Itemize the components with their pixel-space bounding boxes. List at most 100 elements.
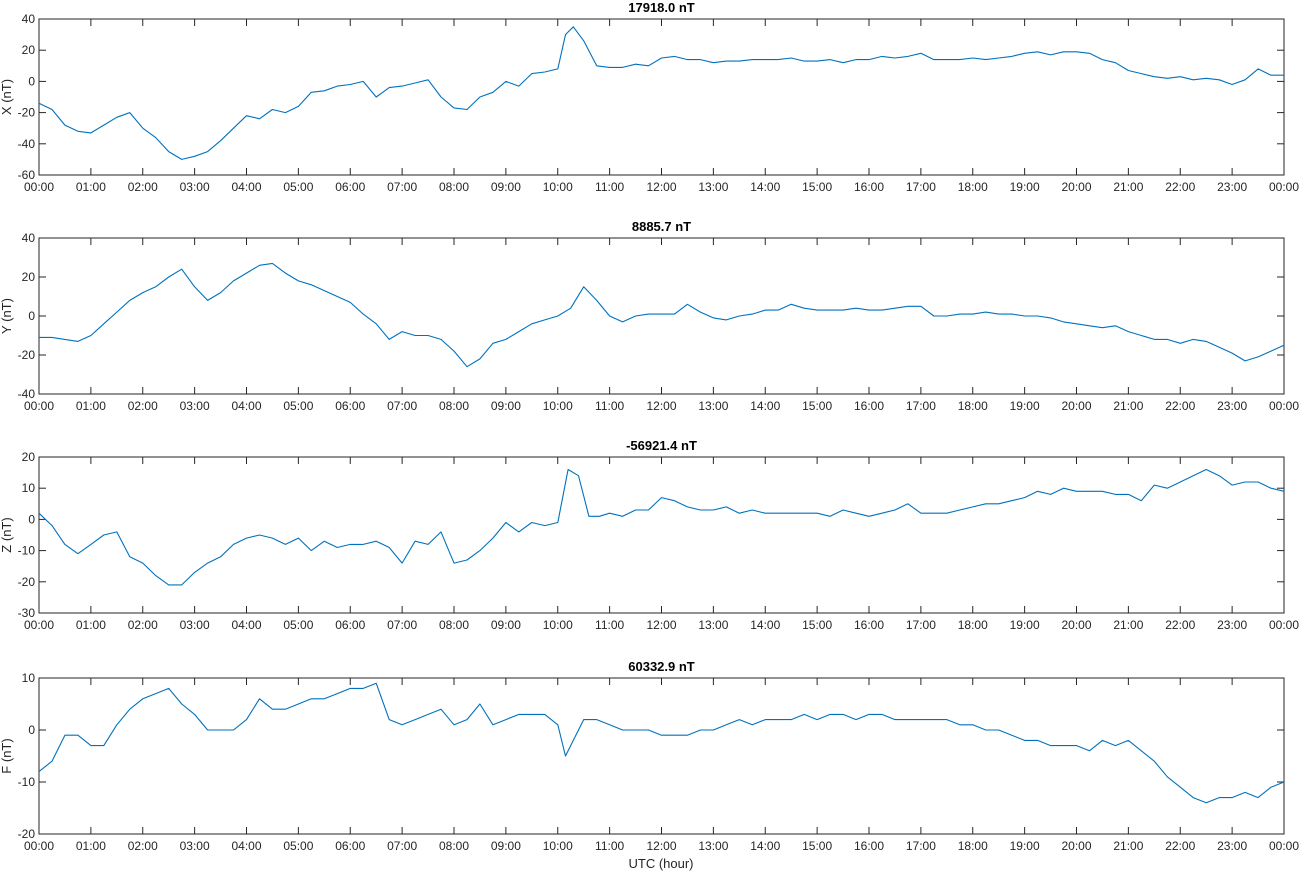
x-tick-label: 08:00 — [439, 618, 469, 632]
y-tick-label: -10 — [18, 775, 36, 789]
x-tick-label: 23:00 — [1217, 618, 1247, 632]
x-tick-label: 14:00 — [750, 618, 780, 632]
x-tick-label: 14:00 — [750, 839, 780, 853]
x-tick-label: 00:00 — [24, 399, 54, 413]
x-tick-label: 09:00 — [491, 399, 521, 413]
x-tick-label: 08:00 — [439, 399, 469, 413]
series-line-1 — [38, 26, 1284, 160]
y-tick-label: -60 — [18, 168, 36, 182]
x-tick-label: 10:00 — [543, 399, 573, 413]
x-tick-label: 00:00 — [1269, 618, 1299, 632]
x-tick-label: 11:00 — [595, 618, 624, 632]
x-tick-label: 06:00 — [335, 618, 365, 632]
x-tick-label: 05:00 — [283, 399, 313, 413]
x-tick-label: 15:00 — [802, 180, 832, 194]
x-tick-label: 12:00 — [646, 618, 676, 632]
y-tick-label: 20 — [22, 43, 36, 57]
x-tick-label: 22:00 — [1165, 180, 1195, 194]
x-tick-label: 02:00 — [128, 180, 158, 194]
x-tick-label: 22:00 — [1165, 839, 1195, 853]
x-tick-label: 12:00 — [646, 399, 676, 413]
y-tick-label: 10 — [22, 671, 36, 685]
x-tick-label: 18:00 — [958, 618, 988, 632]
x-tick-label: 04:00 — [231, 399, 261, 413]
y-axis-label: Z (nT) — [0, 517, 14, 552]
x-tick-label: 05:00 — [283, 618, 313, 632]
x-tick-label: 21:00 — [1113, 180, 1143, 194]
y-tick-label: 20 — [22, 270, 36, 284]
panel-4: 00:00 01:00 02:00 03:00 04:00 05:00 06:00 07:00… — [0, 659, 1299, 853]
x-tick-label: 20:00 — [1061, 399, 1091, 413]
x-tick-label: 16:00 — [854, 399, 884, 413]
x-tick-label: 20:00 — [1061, 839, 1091, 853]
x-tick-label: 10:00 — [543, 618, 573, 632]
x-tick-label: 07:00 — [387, 399, 417, 413]
x-tick-label: 15:00 — [802, 839, 832, 853]
y-axis-label: Y (nT) — [0, 298, 14, 334]
x-tick-label: 01:00 — [76, 839, 106, 853]
x-tick-label: 14:00 — [750, 180, 780, 194]
y-tick-label: 10 — [22, 481, 36, 495]
x-tick-label: 09:00 — [491, 618, 521, 632]
axes-box — [38, 18, 1285, 176]
y-tick-label: -40 — [18, 137, 36, 151]
x-tick-label: 23:00 — [1217, 839, 1247, 853]
y-tick-label: -20 — [18, 348, 36, 362]
x-tick-label: 17:00 — [906, 180, 936, 194]
series-line-1 — [38, 682, 1285, 804]
x-tick-label: 04:00 — [231, 839, 261, 853]
series-line-1 — [38, 468, 1285, 586]
panel-2: 00:00 01:00 02:00 03:00 04:00 05:00 06:00 07:00… — [0, 219, 1299, 413]
y-tick-label: -20 — [18, 827, 36, 841]
x-tick-label: 06:00 — [335, 839, 365, 853]
x-tick-label: 17:00 — [906, 399, 936, 413]
x-tick-label: 18:00 — [958, 399, 988, 413]
x-tick-label: 10:00 — [543, 180, 573, 194]
x-tick-label: 02:00 — [128, 839, 158, 853]
x-tick-label: 00:00 — [24, 618, 54, 632]
x-tick-label: 04:00 — [231, 618, 261, 632]
y-tick-label: 0 — [28, 512, 35, 526]
x-tick-label: 13:00 — [698, 180, 728, 194]
x-tick-label: 18:00 — [958, 839, 988, 853]
x-tick-label: 00:00 — [1269, 180, 1299, 194]
y-tick-label: 0 — [28, 309, 35, 323]
x-tick-label: 03:00 — [180, 618, 210, 632]
x-tick-label: 08:00 — [439, 180, 469, 194]
x-tick-label: 02:00 — [128, 399, 158, 413]
y-axis-label: F (nT) — [0, 738, 14, 773]
x-tick-label: 11:00 — [595, 839, 624, 853]
panel-title: -56921.4 nT — [626, 438, 697, 453]
y-tick-label: 0 — [28, 74, 35, 88]
y-tick-label: -20 — [18, 106, 36, 120]
x-tick-label: 07:00 — [387, 180, 417, 194]
x-tick-label: 15:00 — [802, 618, 832, 632]
x-tick-label: 17:00 — [906, 618, 936, 632]
panel-title: 60332.9 nT — [628, 659, 695, 674]
y-axis-label: X (nT) — [0, 79, 14, 115]
x-tick-label: 10:00 — [543, 839, 573, 853]
x-tick-label: 00:00 — [24, 839, 54, 853]
panel-title: 8885.7 nT — [632, 219, 691, 234]
x-tick-label: 01:00 — [76, 618, 106, 632]
panel-3: 00:00 01:00 02:00 03:00 04:00 05:00 06:00 07:00… — [0, 438, 1299, 632]
x-tick-label: 21:00 — [1113, 618, 1143, 632]
y-tick-label: -20 — [18, 575, 36, 589]
panel-1: 00:00 01:00 02:00 03:00 04:00 05:00 06:00 07:00… — [0, 0, 1299, 194]
y-tick-label: 40 — [22, 231, 36, 245]
x-tick-label: 03:00 — [180, 399, 210, 413]
x-tick-label: 15:00 — [802, 399, 832, 413]
y-tick-label: -30 — [18, 606, 36, 620]
x-tick-label: 01:00 — [76, 180, 106, 194]
x-tick-label: 12:00 — [646, 839, 676, 853]
x-tick-label: 11:00 — [595, 180, 624, 194]
x-tick-label: 07:00 — [387, 839, 417, 853]
x-tick-label: 13:00 — [698, 839, 728, 853]
y-tick-label: 40 — [22, 12, 36, 26]
x-tick-label: 17:00 — [906, 839, 936, 853]
x-tick-label: 02:00 — [128, 618, 158, 632]
x-tick-label: 22:00 — [1165, 618, 1195, 632]
x-tick-label: 01:00 — [76, 399, 106, 413]
x-tick-label: 18:00 — [958, 180, 988, 194]
